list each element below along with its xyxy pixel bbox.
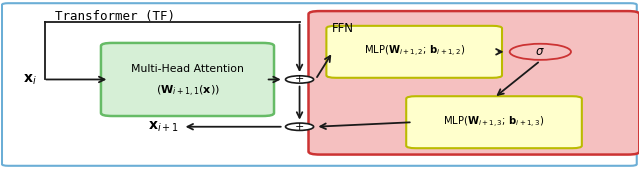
Text: MLP$(\mathbf{W}_{i+1,3};\,\mathbf{b}_{i+1,3})$: MLP$(\mathbf{W}_{i+1,3};\,\mathbf{b}_{i+… <box>444 115 545 130</box>
FancyBboxPatch shape <box>406 96 582 148</box>
FancyBboxPatch shape <box>326 26 502 78</box>
FancyBboxPatch shape <box>308 11 639 155</box>
FancyBboxPatch shape <box>101 43 274 116</box>
Text: +: + <box>295 122 304 132</box>
Text: +: + <box>295 75 304 84</box>
Text: $\mathbf{x}_i$: $\mathbf{x}_i$ <box>22 72 36 87</box>
Text: $\mathbf{x}_{i+1}$: $\mathbf{x}_{i+1}$ <box>148 119 179 134</box>
Circle shape <box>285 76 314 83</box>
Text: FFN: FFN <box>332 22 353 35</box>
Circle shape <box>285 123 314 130</box>
Text: MLP$(\mathbf{W}_{i+1,2};\,\mathbf{b}_{i+1,2})$: MLP$(\mathbf{W}_{i+1,2};\,\mathbf{b}_{i+… <box>364 44 465 59</box>
Circle shape <box>509 44 571 60</box>
Text: Multi-Head Attention: Multi-Head Attention <box>131 64 244 74</box>
Text: $(\mathbf{W}_{i+1,1}(\mathbf{x}))$: $(\mathbf{W}_{i+1,1}(\mathbf{x}))$ <box>156 84 220 99</box>
FancyBboxPatch shape <box>2 3 637 166</box>
Text: $\sigma$: $\sigma$ <box>536 45 545 58</box>
Text: Transformer (TF): Transformer (TF) <box>55 10 175 23</box>
